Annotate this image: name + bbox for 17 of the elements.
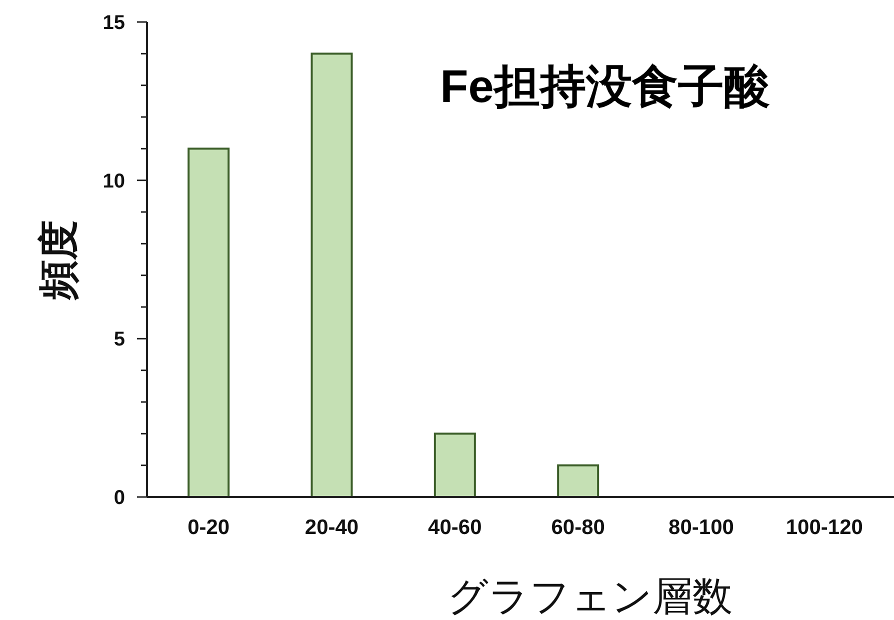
text: Fe担持没食子酸 <box>440 60 770 112</box>
y-tick-label: 15 <box>102 12 125 34</box>
x-tick-label: 40-60 <box>428 516 482 539</box>
y-axis-title: 頻度 <box>37 220 81 301</box>
bar <box>310 52 353 498</box>
bar <box>188 148 230 498</box>
x-axis-title: グラフェン層数 <box>448 575 732 619</box>
bar <box>434 432 476 498</box>
y-tick-label: 0 <box>114 487 125 509</box>
y-tick-label: 10 <box>102 170 125 192</box>
bar <box>557 464 600 498</box>
y-tick-label: 5 <box>114 328 125 351</box>
x-tick-label: 20-40 <box>304 516 359 539</box>
x-tick-label: 80-100 <box>668 516 734 539</box>
x-tick-label: 60-80 <box>551 516 605 539</box>
x-tick-label: 0-20 <box>188 516 230 539</box>
x-tick-label: 100-120 <box>786 516 863 539</box>
